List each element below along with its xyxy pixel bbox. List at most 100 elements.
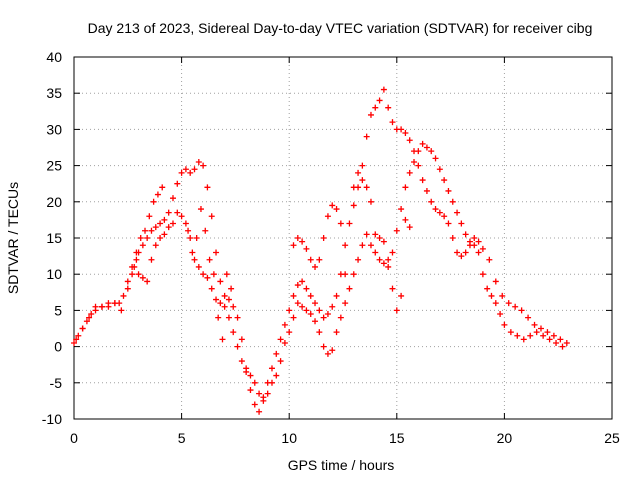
data-point [230, 329, 237, 336]
data-point [251, 401, 258, 408]
data-point [337, 314, 344, 321]
data-point [294, 282, 301, 289]
data-point [234, 314, 241, 321]
data-point [98, 303, 105, 310]
data-point [79, 325, 86, 332]
x-tick-label: 20 [497, 430, 513, 446]
data-point [281, 321, 288, 328]
data-point [148, 256, 155, 263]
grid [74, 57, 612, 419]
data-point [206, 256, 213, 263]
data-point [342, 300, 349, 307]
data-point [165, 224, 172, 231]
data-point [120, 292, 127, 299]
y-tick-label: 15 [46, 230, 62, 246]
data-point [546, 336, 553, 343]
data-point [268, 379, 275, 386]
data-point [294, 235, 301, 241]
data-point [544, 329, 551, 336]
data-point [243, 368, 250, 375]
data-point [247, 387, 254, 394]
data-point [193, 235, 200, 241]
data-point [178, 169, 185, 176]
data-point [533, 329, 540, 336]
series-1 [73, 140, 570, 401]
data-point [303, 285, 310, 292]
data-point [137, 235, 144, 241]
data-point [385, 256, 392, 263]
data-point [71, 339, 77, 346]
data-point [324, 311, 331, 318]
data-point [337, 220, 344, 227]
data-point [247, 372, 254, 379]
data-point [213, 296, 220, 303]
data-point [402, 184, 409, 191]
data-point [320, 314, 327, 321]
data-point [402, 216, 409, 223]
data-point [228, 285, 235, 292]
data-point [320, 235, 327, 241]
data-point [200, 162, 207, 169]
y-tick-label: 5 [54, 302, 62, 318]
data-point [367, 198, 374, 205]
data-point [129, 263, 136, 270]
data-point [402, 130, 409, 137]
data-point [423, 187, 430, 194]
data-point [154, 191, 161, 198]
data-point [204, 184, 211, 191]
data-point [475, 238, 482, 245]
data-point [324, 350, 331, 357]
data-point [83, 318, 90, 325]
data-point [398, 126, 405, 133]
data-point [355, 169, 362, 176]
y-tick-label: 30 [46, 121, 62, 137]
data-point [219, 336, 226, 343]
data-point [398, 206, 405, 213]
data-point [208, 213, 215, 220]
data-point [415, 162, 422, 169]
data-point [436, 166, 443, 173]
y-tick-label: -5 [50, 375, 63, 391]
data-point [234, 343, 241, 350]
y-tick-labels: -10 -5 0 5 10 15 20 25 30 35 40 [42, 49, 62, 427]
data-point [299, 303, 306, 310]
data-point [165, 209, 172, 216]
data-point [256, 408, 263, 415]
data-point [380, 260, 387, 267]
data-point [286, 329, 293, 336]
data-point [518, 307, 525, 314]
data-point [432, 155, 439, 162]
data-point [329, 303, 336, 310]
data-point [497, 311, 504, 318]
data-point [139, 242, 146, 249]
data-point [458, 253, 465, 260]
data-point [135, 271, 142, 278]
data-point [445, 187, 452, 194]
data-point [393, 307, 400, 314]
data-point [316, 256, 323, 263]
data-point [174, 209, 181, 216]
data-point [124, 278, 131, 285]
data-point [363, 133, 370, 140]
data-point [350, 202, 357, 209]
data-point [484, 285, 491, 292]
data-point [320, 343, 327, 350]
chart-title: Day 213 of 2023, Sidereal Day-to-day VTE… [88, 20, 593, 36]
data-point [215, 314, 222, 321]
data-point [268, 365, 275, 372]
data-point [350, 271, 357, 278]
data-point [213, 249, 220, 256]
data-point [187, 169, 194, 176]
data-point [118, 307, 125, 314]
data-point [144, 278, 151, 285]
data-point [376, 235, 383, 241]
data-point [307, 311, 314, 318]
data-point [393, 227, 400, 234]
data-point [251, 379, 258, 386]
x-tick-labels: 0 5 10 15 20 25 [70, 430, 620, 446]
data-point [359, 242, 366, 249]
data-point [499, 292, 506, 299]
data-point [492, 300, 499, 307]
data-point [385, 104, 392, 111]
data-point [277, 358, 284, 365]
